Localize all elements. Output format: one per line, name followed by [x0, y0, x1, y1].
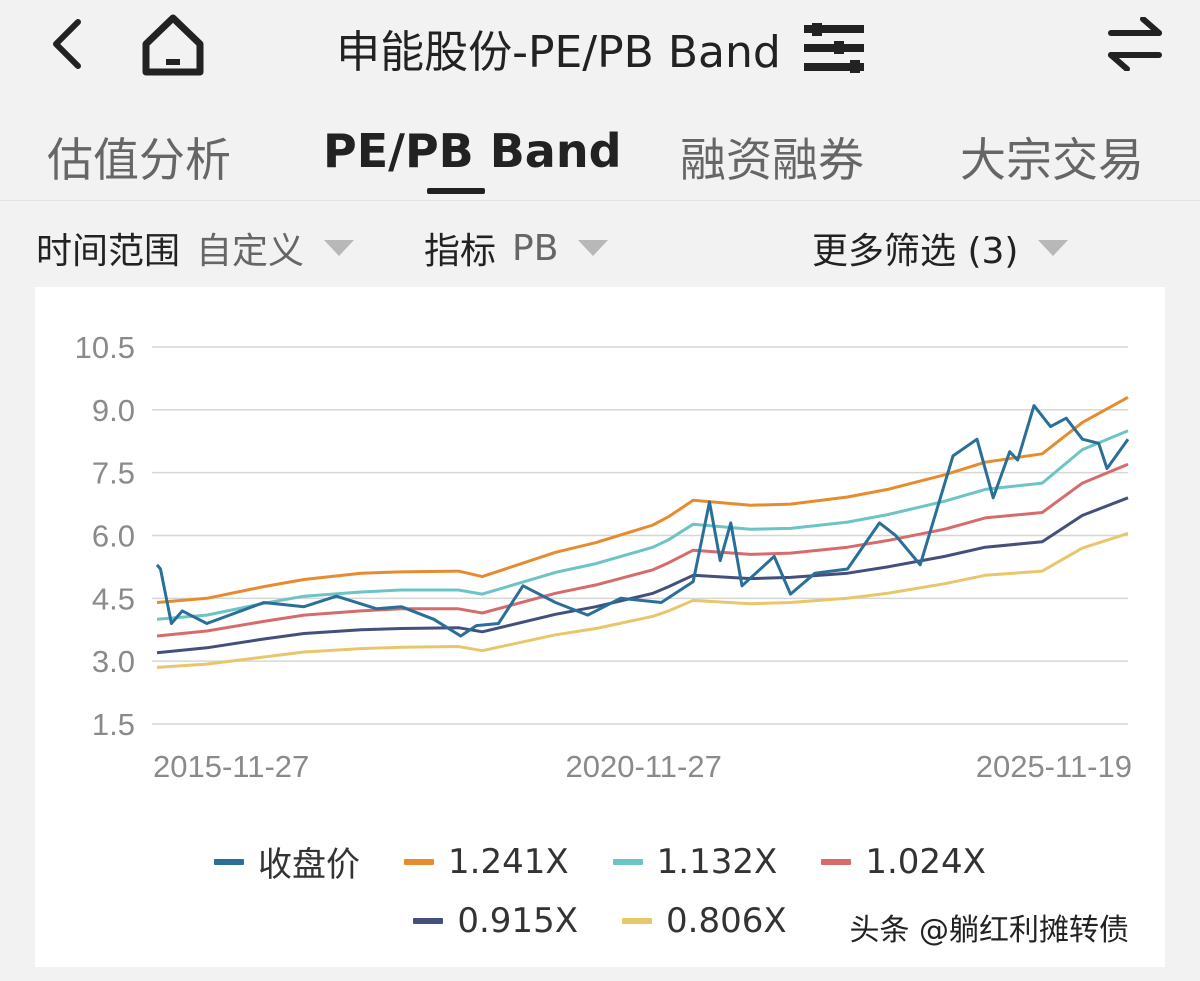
more-filters-dropdown[interactable]: 更多筛选 (3) [812, 222, 1069, 274]
tab-block-trade[interactable]: 大宗交易 [960, 133, 1144, 187]
x-tick-label: 2015-11-27 [153, 749, 309, 784]
series-line-b1024 [156, 462, 1129, 638]
tab-margin-trading[interactable]: 融资融券 [680, 133, 864, 187]
y-tick-label: 1.5 [92, 707, 135, 742]
legend-item-close[interactable]: 收盘价 [214, 837, 360, 886]
page-title: 申能股份-PE/PB Band [336, 27, 781, 78]
tab-pe-pb-band[interactable]: PE/PB Band [323, 124, 622, 178]
more-filters-label: 更多筛选 (3) [812, 231, 1019, 272]
tab-bar: 估值分析 PE/PB Band 融资融券 大宗交易 [0, 100, 1200, 201]
series-line-close [155, 404, 1130, 638]
legend-item-1024x[interactable]: 1.024X [821, 837, 986, 886]
active-tab-indicator [427, 188, 485, 194]
y-tick-label: 7.5 [92, 456, 135, 491]
top-bar: 申能股份-PE/PB Band [0, 0, 1200, 92]
legend-swatch [821, 858, 852, 865]
series-line-b0915 [156, 496, 1129, 655]
legend-swatch [413, 918, 444, 924]
legend-label: 1.024X [865, 841, 986, 882]
header-title-group: 申能股份-PE/PB Band [0, 16, 1200, 80]
legend-swatch [214, 858, 245, 865]
legend-label: 收盘价 [258, 845, 361, 885]
series-line-b0806 [156, 531, 1129, 669]
dropdown-arrow-icon [324, 240, 355, 256]
legend-swatch [404, 858, 435, 865]
home-icon[interactable] [138, 10, 208, 80]
indicator-dropdown[interactable]: 指标 PB [424, 222, 609, 274]
legend-label: 1.132X [656, 841, 778, 882]
pb-band-chart: 10.5 9.0 7.5 6.0 4.5 3.0 1.5 2015-11-27 2020-11-… [35, 287, 1165, 967]
indicator-value: PB [512, 227, 559, 269]
legend-row-2: 0.915X 0.806X [35, 901, 1165, 941]
y-tick-label: 3.0 [92, 644, 135, 679]
watermark: 头条 @躺红利摊转债 [849, 913, 1129, 948]
legend-item-0806x[interactable]: 0.806X [622, 901, 787, 941]
chart-plot: 10.5 9.0 7.5 6.0 4.5 3.0 1.5 2015-11-27 2020-11-… [75, 330, 1132, 784]
time-range-value: 自定义 [196, 231, 305, 272]
y-tick-label: 4.5 [92, 581, 135, 616]
indicator-label: 指标 [424, 231, 497, 272]
chevron-left-icon[interactable] [40, 14, 100, 74]
y-tick-label: 10.5 [75, 330, 135, 365]
legend-swatch [622, 918, 652, 924]
legend-item-0915x[interactable]: 0.915X [413, 901, 578, 941]
x-tick-label: 2020-11-27 [566, 749, 722, 784]
dropdown-arrow-icon [578, 240, 609, 256]
legend-item-1241x[interactable]: 1.241X [404, 837, 569, 886]
y-tick-label: 9.0 [92, 393, 135, 428]
legend-label: 0.806X [666, 901, 787, 941]
dropdown-arrow-icon [1038, 240, 1069, 256]
legend-item-1132x[interactable]: 1.132X [612, 837, 778, 886]
time-range-dropdown[interactable]: 时间范围 自定义 [36, 222, 355, 274]
legend-swatch [612, 858, 643, 865]
filter-bar: 时间范围 自定义 指标 PB 更多筛选 (3) [0, 200, 1200, 286]
sliders-icon[interactable] [803, 23, 864, 73]
series-line-b1241 [156, 395, 1129, 604]
legend-label: 1.241X [448, 841, 569, 882]
legend-label: 0.915X [457, 901, 578, 941]
y-tick-label: 6.0 [92, 519, 135, 554]
legend-row-1: 收盘价 1.241X 1.132X 1.024X [35, 837, 1165, 886]
swap-arrows-icon[interactable] [1100, 14, 1170, 74]
series-line-b1132 [156, 429, 1129, 621]
time-range-label: 时间范围 [36, 231, 181, 272]
tab-valuation[interactable]: 估值分析 [47, 133, 231, 187]
x-tick-label: 2025-11-19 [976, 749, 1132, 784]
